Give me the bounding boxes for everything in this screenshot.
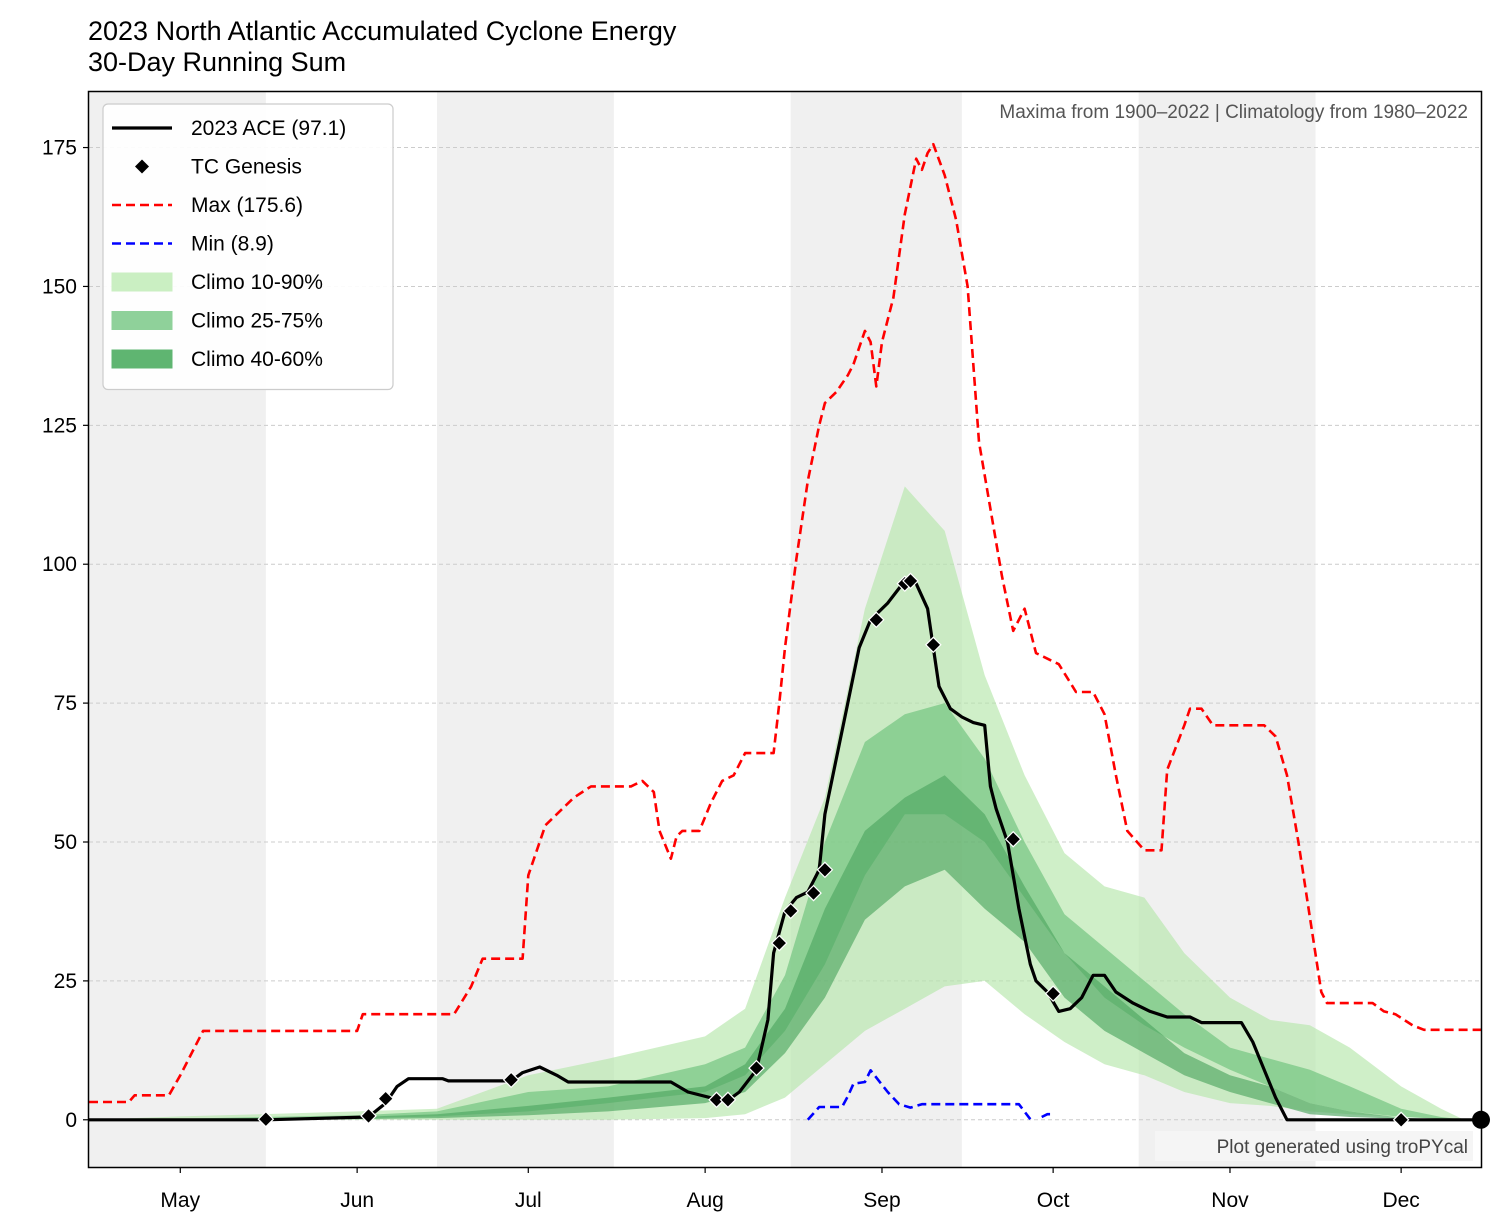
annotation-bottom: Plot generated using troPYcal — [1217, 1137, 1468, 1158]
climatology-bands — [89, 486, 1464, 1120]
y-tick-label: 0 — [65, 1109, 77, 1132]
x-tick-label: Nov — [1211, 1189, 1249, 1212]
legend-swatch-diamond — [135, 159, 149, 174]
genesis-marker — [816, 861, 834, 879]
x-tick-label: Sep — [863, 1189, 900, 1212]
legend-box — [102, 103, 394, 391]
genesis-marker — [719, 1091, 737, 1109]
y-tick-label: 125 — [42, 414, 77, 437]
chart-subtitle: 30-Day Running Sum — [88, 47, 347, 77]
genesis-marker — [805, 884, 822, 902]
x-tick-label: Jul — [515, 1189, 542, 1212]
annotation-top: Maxima from 1900–2022 | Climatology from… — [999, 102, 1468, 123]
legend-label: Climo 10-90% — [191, 271, 323, 294]
genesis-marker — [708, 1091, 725, 1109]
genesis-marker — [360, 1107, 377, 1125]
x-tick-label: Jun — [340, 1189, 374, 1212]
climo-40-60-band — [89, 775, 1464, 1120]
genesis-marker — [867, 611, 885, 629]
genesis-marker — [257, 1110, 275, 1128]
y-tick-label: 25 — [54, 970, 77, 993]
y-tick-label: 150 — [42, 275, 77, 298]
x-tick-label: Oct — [1037, 1189, 1070, 1212]
legend-swatch-patch — [111, 311, 173, 330]
genesis-marker — [782, 902, 800, 920]
x-tick-label: Aug — [686, 1189, 723, 1212]
genesis-markers — [257, 572, 1490, 1129]
legend-swatch-patch — [111, 272, 173, 292]
genesis-marker — [377, 1090, 395, 1108]
legend-label: Max (175.6) — [191, 194, 303, 217]
genesis-marker — [1004, 830, 1022, 848]
genesis-marker — [924, 636, 942, 654]
min-line — [1041, 1112, 1054, 1119]
chart-title: 2023 North Atlantic Accumulated Cyclone … — [88, 16, 677, 46]
legend: 2023 ACE (97.1) TC Genesis Max (175.6) Min … — [102, 103, 394, 391]
plot-frame — [87, 90, 1483, 1169]
max-line — [89, 142, 1481, 1104]
legend-label: Climo 25-75% — [191, 310, 323, 333]
shaded-period — [437, 92, 614, 1167]
y-tick-label: 50 — [54, 831, 77, 854]
legend-swatch-patch — [111, 349, 173, 369]
min-line — [806, 1069, 1032, 1121]
y-tick-label: 100 — [42, 553, 77, 576]
genesis-marker — [748, 1059, 765, 1077]
legend-label: 2023 ACE (97.1) — [191, 117, 346, 140]
genesis-marker — [902, 572, 919, 590]
legend-label: Climo 40-60% — [191, 348, 323, 371]
genesis-marker — [1392, 1111, 1410, 1129]
x-tick-label: May — [160, 1189, 200, 1212]
genesis-marker — [770, 934, 788, 952]
axes: 0 25 50 75 100 125 150 175 May Jun Jul Aug Sep Oct Nov… — [42, 137, 1420, 1212]
y-tick-label: 75 — [54, 692, 77, 715]
x-tick-label: Dec — [1382, 1189, 1419, 1212]
genesis-marker — [502, 1071, 520, 1089]
legend-label: Min (8.9) — [191, 233, 274, 256]
genesis-marker — [1044, 985, 1062, 1003]
y-tick-label: 175 — [42, 137, 77, 160]
legend-label: TC Genesis — [191, 156, 302, 179]
annotation-bottom-bg — [1155, 1131, 1473, 1161]
